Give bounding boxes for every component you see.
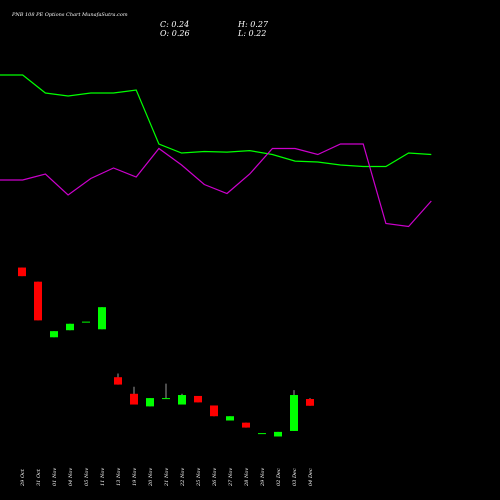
- x-tick-label: 19 Nov: [132, 468, 138, 486]
- x-tick-label: 27 Nov: [228, 468, 234, 487]
- x-tick-label: 21 Nov: [164, 468, 170, 487]
- candle-body: [146, 398, 154, 407]
- candle: [114, 373, 122, 385]
- candle: [130, 386, 138, 405]
- x-tick-label: 28 Nov: [244, 468, 250, 487]
- candle-body: [258, 433, 266, 435]
- x-tick-label: 04 Dec: [308, 468, 314, 486]
- candle-body: [210, 405, 218, 417]
- candle-body: [34, 281, 42, 321]
- candle: [290, 390, 298, 431]
- candle: [146, 398, 154, 407]
- x-tick-label: 11 Nov: [100, 468, 106, 486]
- candle-body: [306, 399, 314, 406]
- x-tick-label: 03 Dec: [292, 468, 298, 486]
- overlay-lines: [0, 74, 432, 228]
- x-tick-label: 04 Nov: [68, 468, 74, 486]
- candlesticks: [18, 267, 314, 437]
- green-overlay-line: [0, 74, 432, 168]
- candle: [162, 383, 170, 400]
- candle-body: [50, 331, 58, 338]
- candle-body: [18, 267, 26, 277]
- candle-body: [130, 393, 138, 405]
- candle-body: [194, 395, 202, 403]
- candle-body: [98, 307, 106, 330]
- candle: [242, 422, 250, 428]
- x-tick-label: 20 Nov: [148, 468, 154, 487]
- x-tick-label: 26 Nov: [212, 468, 218, 487]
- candle-body: [178, 395, 186, 405]
- x-tick-label: 22 Nov: [180, 468, 186, 487]
- open-value: O: 0.26: [160, 29, 190, 38]
- x-tick-label: 31 Oct: [36, 468, 42, 486]
- candle: [50, 331, 58, 338]
- candle: [194, 395, 202, 403]
- candle: [274, 431, 282, 437]
- candle: [210, 405, 218, 417]
- x-tick-label: 29 Oct: [20, 468, 26, 487]
- x-tick-label: 02 Dec: [276, 468, 282, 486]
- candle-body: [242, 422, 250, 428]
- candle-body: [162, 398, 170, 400]
- close-value: C: 0.24: [160, 20, 189, 29]
- candle: [82, 321, 90, 323]
- candle: [258, 433, 266, 435]
- x-tick-label: 25 Nov: [196, 468, 202, 487]
- candle-body: [82, 321, 90, 323]
- candle: [226, 416, 234, 421]
- candle-body: [114, 377, 122, 385]
- candle-body: [66, 323, 74, 331]
- magenta-overlay-line: [0, 143, 432, 228]
- low-value: L: 0.22: [237, 29, 266, 38]
- x-tick-label: 01 Nov: [52, 468, 58, 486]
- candle: [98, 307, 106, 330]
- candle: [18, 267, 26, 277]
- x-tick-label: 29 Nov: [260, 468, 266, 487]
- candle-body: [290, 395, 298, 431]
- candle: [306, 398, 314, 406]
- candle-body: [274, 431, 282, 437]
- candle: [34, 281, 42, 321]
- x-axis-ticks: 29 Oct 31 Oct 01 Nov 04 Nov 05 Nov 11 Nov 13 N…: [20, 468, 314, 487]
- candle: [178, 393, 186, 405]
- high-value: H: 0.27: [237, 20, 269, 29]
- candle-body: [226, 416, 234, 421]
- chart-title: PNB 108 PE Options Chart MunafaSutra.com: [11, 12, 128, 18]
- candle: [66, 323, 74, 331]
- x-tick-label: 05 Nov: [84, 468, 90, 486]
- x-tick-label: 13 Nov: [116, 468, 122, 486]
